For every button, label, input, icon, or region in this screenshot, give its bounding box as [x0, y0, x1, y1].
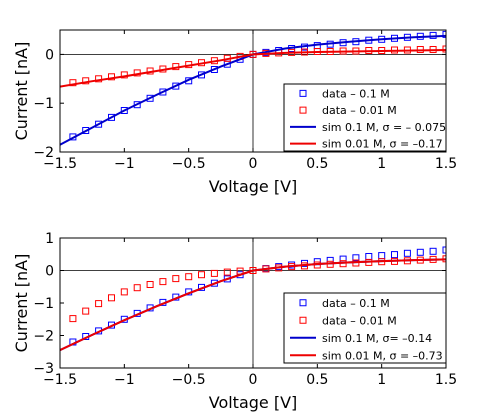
legend-marker-swatch	[299, 316, 307, 324]
x-tick-label: −1.5	[43, 372, 77, 388]
data-point	[159, 88, 167, 96]
data-point	[95, 120, 103, 128]
x-tick-label: 1	[377, 156, 386, 172]
data-point	[378, 252, 386, 260]
data-point	[391, 251, 398, 259]
data-point	[172, 82, 180, 90]
y-tick-label: −2	[33, 329, 54, 345]
data-point	[95, 300, 103, 308]
data-point	[108, 113, 115, 121]
data-point	[442, 45, 446, 53]
data-point	[429, 247, 437, 255]
data-point	[146, 281, 154, 288]
legend-entry-label: data – 0.1 M	[322, 297, 390, 310]
legend-marker-swatch	[299, 89, 307, 97]
x-tick-label: 1	[377, 372, 386, 388]
legend-box	[283, 292, 447, 364]
y-tick-label: 0	[45, 47, 54, 63]
data-point	[416, 248, 424, 256]
y-axis-label: Current [nA]	[12, 42, 31, 141]
data-point	[403, 249, 411, 257]
data-point	[365, 253, 373, 260]
y-tick-label: −1	[33, 296, 54, 312]
data-point	[223, 268, 231, 276]
x-tick-label: −0.5	[172, 156, 206, 172]
x-tick-label: −1	[114, 372, 135, 388]
x-tick-label: −1.5	[43, 156, 77, 172]
x-tick-label: −1	[114, 156, 135, 172]
x-tick-label: 0	[249, 156, 258, 172]
chart-panel-1: −1.5 −1 −0.5 0 0.5 1 1.5 −2 −1 0 Voltage [V] Curren…	[12, 29, 457, 196]
data-point	[146, 94, 154, 102]
series-line	[60, 49, 446, 88]
data-point	[82, 307, 90, 315]
legend-marker-swatch	[299, 106, 307, 114]
data-point	[185, 273, 193, 281]
x-tick-label: 0.5	[306, 372, 328, 388]
data-point	[210, 269, 218, 277]
y-tick-label: 1	[45, 231, 54, 247]
data-point	[69, 79, 77, 87]
chart-panel-2: −1.5 −1 −0.5 0 0.5 1 1.5 −3 −2 −1 0 1 Voltage [V] Cur…	[12, 231, 457, 412]
legend-box	[283, 83, 447, 152]
data-point	[442, 246, 446, 254]
x-axis-label: Voltage [V]	[209, 393, 298, 412]
legend-entry-label: data – 0.1 M	[322, 87, 390, 100]
data-point	[442, 30, 446, 38]
y-tick-label: 0	[45, 264, 54, 280]
legend-entry-label: sim 0.1 M, σ= –0.14	[322, 332, 432, 345]
x-tick-label: 0.5	[306, 156, 328, 172]
data-point	[120, 107, 128, 114]
legend-entry-label: sim 0.1 M, σ = – 0.075	[322, 121, 446, 134]
data-point	[108, 73, 115, 81]
data-point	[133, 284, 141, 292]
legend: data – 0.1 M data – 0.01 M sim 0.1 M, σ= –…	[283, 292, 447, 364]
data-point	[108, 294, 115, 302]
data-point	[198, 271, 205, 279]
x-tick-label: 0	[249, 372, 258, 388]
data-point	[172, 275, 180, 283]
data-point	[159, 278, 167, 286]
y-tick-label: −2	[33, 145, 54, 161]
x-axis-label: Voltage [V]	[209, 177, 298, 196]
plot-area	[60, 30, 446, 146]
legend-entry-label: data – 0.01 M	[322, 104, 397, 117]
legend-marker-swatch	[299, 299, 307, 307]
y-tick-label: −3	[33, 361, 54, 377]
data-point	[352, 254, 360, 262]
data-point	[120, 288, 128, 296]
legend-entry-label: sim 0.01 M, σ = –0.73	[322, 349, 443, 362]
legend: data – 0.1 M data – 0.01 M sim 0.1 M, σ = …	[283, 83, 447, 152]
plot-area	[60, 246, 446, 352]
data-point	[69, 315, 77, 323]
x-tick-label: 1.5	[435, 156, 457, 172]
legend-entry-label: sim 0.01 M, σ = –0.17	[322, 138, 443, 151]
y-tick-label: −1	[33, 96, 54, 112]
x-tick-label: 1.5	[435, 372, 457, 388]
legend-entry-label: data – 0.01 M	[322, 314, 397, 327]
x-tick-label: −0.5	[172, 372, 206, 388]
series-line	[60, 258, 446, 352]
y-axis-label: Current [nA]	[12, 254, 31, 353]
